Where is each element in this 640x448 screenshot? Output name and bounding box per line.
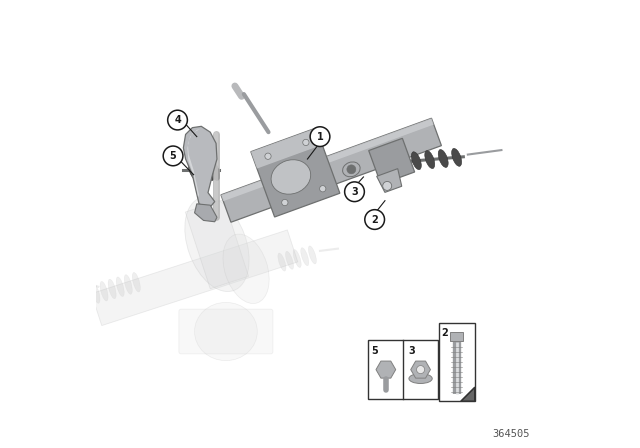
Ellipse shape xyxy=(204,160,214,181)
Polygon shape xyxy=(251,128,340,217)
Ellipse shape xyxy=(278,253,286,271)
Ellipse shape xyxy=(193,160,205,181)
FancyBboxPatch shape xyxy=(179,309,273,354)
Polygon shape xyxy=(221,118,434,201)
Ellipse shape xyxy=(409,374,432,383)
Ellipse shape xyxy=(452,148,461,166)
Circle shape xyxy=(282,199,288,206)
Text: 5: 5 xyxy=(170,151,177,161)
Ellipse shape xyxy=(342,162,360,177)
Polygon shape xyxy=(92,230,298,326)
Ellipse shape xyxy=(185,197,249,292)
Polygon shape xyxy=(221,118,442,222)
Ellipse shape xyxy=(425,151,435,168)
Text: 5: 5 xyxy=(371,346,378,356)
Ellipse shape xyxy=(209,160,220,181)
Ellipse shape xyxy=(100,281,108,301)
Ellipse shape xyxy=(108,279,116,299)
Circle shape xyxy=(347,165,356,174)
Circle shape xyxy=(310,127,330,146)
Ellipse shape xyxy=(198,160,209,181)
Ellipse shape xyxy=(293,250,301,267)
Polygon shape xyxy=(251,128,323,168)
Text: 3: 3 xyxy=(351,187,358,197)
Circle shape xyxy=(265,153,271,159)
Circle shape xyxy=(319,185,326,192)
Ellipse shape xyxy=(438,150,448,168)
Bar xyxy=(450,332,463,341)
Circle shape xyxy=(168,110,188,130)
Polygon shape xyxy=(183,126,217,207)
Polygon shape xyxy=(188,129,200,197)
Ellipse shape xyxy=(223,234,269,303)
Ellipse shape xyxy=(132,272,140,292)
Bar xyxy=(439,323,475,401)
Polygon shape xyxy=(369,138,415,184)
Polygon shape xyxy=(186,199,248,289)
Text: 1: 1 xyxy=(317,132,323,142)
Circle shape xyxy=(163,146,183,166)
Polygon shape xyxy=(461,388,474,401)
Polygon shape xyxy=(195,204,217,222)
Ellipse shape xyxy=(188,160,200,181)
Circle shape xyxy=(344,182,364,202)
Ellipse shape xyxy=(195,302,257,361)
Text: 3: 3 xyxy=(408,346,415,356)
Text: 2: 2 xyxy=(371,215,378,224)
Circle shape xyxy=(365,210,385,229)
Ellipse shape xyxy=(412,152,421,170)
Ellipse shape xyxy=(116,277,124,297)
Circle shape xyxy=(383,181,392,190)
Ellipse shape xyxy=(285,251,294,269)
Bar xyxy=(369,340,438,399)
Text: 2: 2 xyxy=(441,328,448,338)
Text: 4: 4 xyxy=(174,115,181,125)
Ellipse shape xyxy=(271,160,310,194)
Text: 364505: 364505 xyxy=(492,429,530,439)
Polygon shape xyxy=(377,168,402,192)
Circle shape xyxy=(417,366,424,374)
Ellipse shape xyxy=(301,248,308,266)
Ellipse shape xyxy=(124,275,132,294)
Ellipse shape xyxy=(92,284,100,303)
Circle shape xyxy=(303,139,309,146)
Ellipse shape xyxy=(308,246,316,264)
